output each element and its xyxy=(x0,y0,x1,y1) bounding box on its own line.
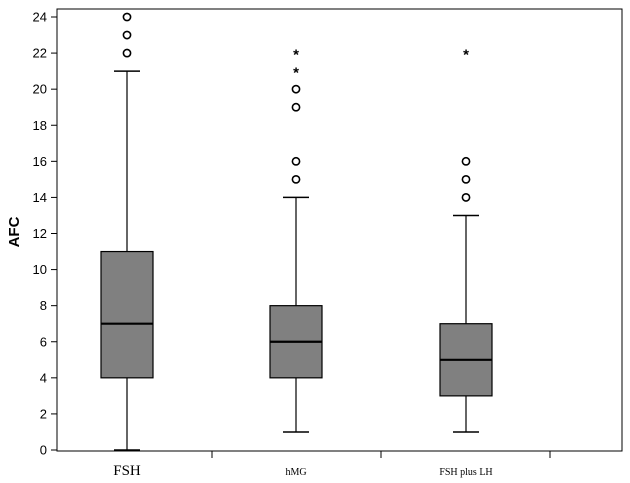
iqr-box xyxy=(100,250,154,379)
outlier-point xyxy=(291,174,301,184)
x-tick-label: hMG xyxy=(285,467,306,478)
y-tick-label: 16 xyxy=(33,154,47,169)
extreme-point: * xyxy=(293,47,299,64)
y-tick-label: 18 xyxy=(33,118,47,133)
outlier-point xyxy=(122,48,132,58)
y-tick-label: 6 xyxy=(40,334,47,349)
outlier-point xyxy=(291,102,301,112)
outlier-point xyxy=(461,174,471,184)
y-tick-label: 20 xyxy=(33,82,47,97)
y-tick-label: 22 xyxy=(33,46,47,61)
y-tick-label: 10 xyxy=(33,262,47,277)
x-axis: FSH hMG FSH plus LH xyxy=(113,451,551,479)
y-tick-label: 0 xyxy=(40,443,47,458)
outlier-point xyxy=(461,193,471,202)
x-tick-label: FSH xyxy=(113,463,141,479)
outlier-point xyxy=(291,84,301,94)
boxes: ** * xyxy=(100,12,493,451)
outlier-point xyxy=(291,156,301,166)
box-group xyxy=(100,12,154,451)
plot-frame xyxy=(56,8,623,452)
box-group: * xyxy=(439,47,493,433)
y-tick-label: 12 xyxy=(33,226,47,241)
extreme-point: * xyxy=(293,65,299,82)
x-tick-label: FSH plus LH xyxy=(439,467,492,478)
y-tick-label: 24 xyxy=(33,10,47,25)
y-axis-label: AFC xyxy=(6,216,23,247)
y-tick-label: 8 xyxy=(40,298,47,313)
y-tick-label: 14 xyxy=(33,190,47,205)
y-tick-label: 4 xyxy=(40,370,47,385)
outlier-point xyxy=(461,156,471,166)
y-tick-label: 2 xyxy=(40,406,47,421)
extreme-point: * xyxy=(463,47,469,64)
outlier-point xyxy=(122,30,132,40)
outlier-point xyxy=(122,12,132,22)
box-group: ** xyxy=(269,47,323,433)
